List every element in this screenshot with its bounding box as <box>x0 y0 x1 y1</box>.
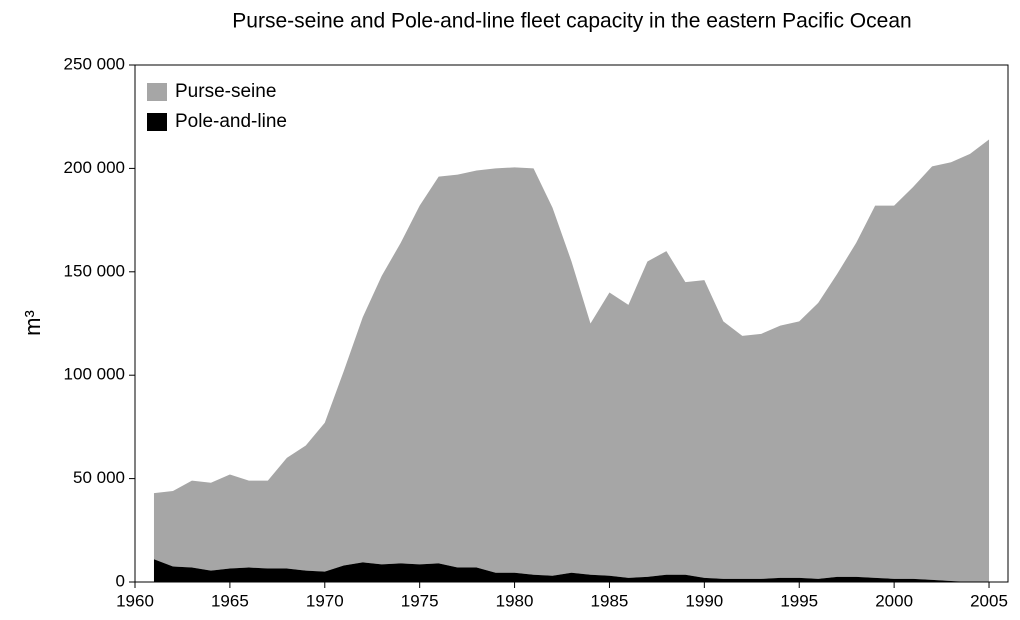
x-tick-label: 2000 <box>875 591 913 610</box>
x-tick-label: 1970 <box>306 591 344 610</box>
area <box>153 559 990 582</box>
x-tick-label: 2005 <box>970 591 1008 610</box>
x-tick-label: 1980 <box>496 591 534 610</box>
legend-label: Pole-and-line <box>175 111 287 132</box>
x-tick-label: 1975 <box>401 591 439 610</box>
x-tick-label: 1965 <box>211 591 249 610</box>
x-tick-label: 1960 <box>116 591 154 610</box>
legend-label: Purse-seine <box>175 81 276 102</box>
plot-frame <box>134 64 1009 583</box>
x-tick-label: 1985 <box>591 591 629 610</box>
chart-title: Purse-seine and Pole-and-line fleet capa… <box>232 10 911 33</box>
y-tick-label: 200 000 <box>64 158 125 177</box>
legend-swatch <box>147 83 167 101</box>
y-tick-label: 0 <box>116 571 125 590</box>
y-tick-label: 150 000 <box>64 261 125 280</box>
x-tick-label: 1990 <box>685 591 723 610</box>
area <box>153 139 990 582</box>
y-axis-label: m³ <box>20 310 45 336</box>
x-tick-label: 1995 <box>780 591 818 610</box>
y-tick-label: 250 000 <box>64 54 125 73</box>
legend-swatch <box>147 113 167 131</box>
y-tick-label: 100 000 <box>64 365 125 384</box>
y-tick-label: 50 000 <box>73 468 125 487</box>
